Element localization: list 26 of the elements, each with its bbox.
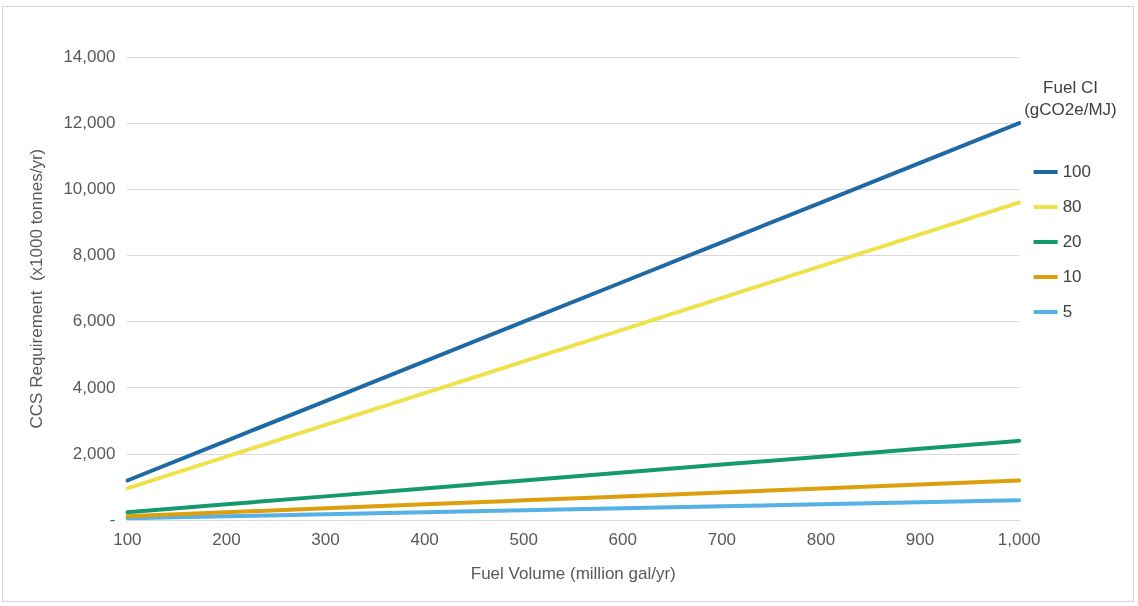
legend-label: 100 <box>1062 161 1092 181</box>
y-tick-label: 12,000 <box>63 112 116 132</box>
y-axis-title: CCS Requirement (x1000 tonnes/yr) <box>26 148 46 429</box>
x-axis-title: Fuel Volume (million gal/yr) <box>470 564 676 584</box>
legend-label: 5 <box>1062 301 1073 321</box>
y-tick-label: 10,000 <box>63 179 116 199</box>
x-tick-label: 900 <box>905 530 935 550</box>
x-tick-label: 500 <box>509 530 538 550</box>
y-tick-label: - <box>109 509 116 529</box>
y-tick-label: 6,000 <box>72 311 116 331</box>
x-tick-label: 700 <box>707 530 737 550</box>
x-tick-label: 200 <box>212 530 241 550</box>
legend-label: 10 <box>1062 266 1082 286</box>
x-tick-label: 800 <box>806 530 836 550</box>
legend-label: 20 <box>1062 231 1082 251</box>
x-tick-label: 100 <box>113 530 142 550</box>
y-tick-label: 14,000 <box>63 46 116 66</box>
x-tick-label: 600 <box>608 530 637 550</box>
y-tick-label: 4,000 <box>72 377 116 397</box>
x-tick-label: 400 <box>410 530 439 550</box>
legend-label: 80 <box>1062 196 1082 216</box>
x-tick-label: 300 <box>311 530 340 550</box>
y-tick-label: 2,000 <box>72 443 116 463</box>
legend-title: Fuel CI (gCO2e/MJ) <box>1023 77 1118 121</box>
y-tick-label: 8,000 <box>72 245 116 265</box>
x-tick-label: 1,000 <box>997 530 1041 550</box>
